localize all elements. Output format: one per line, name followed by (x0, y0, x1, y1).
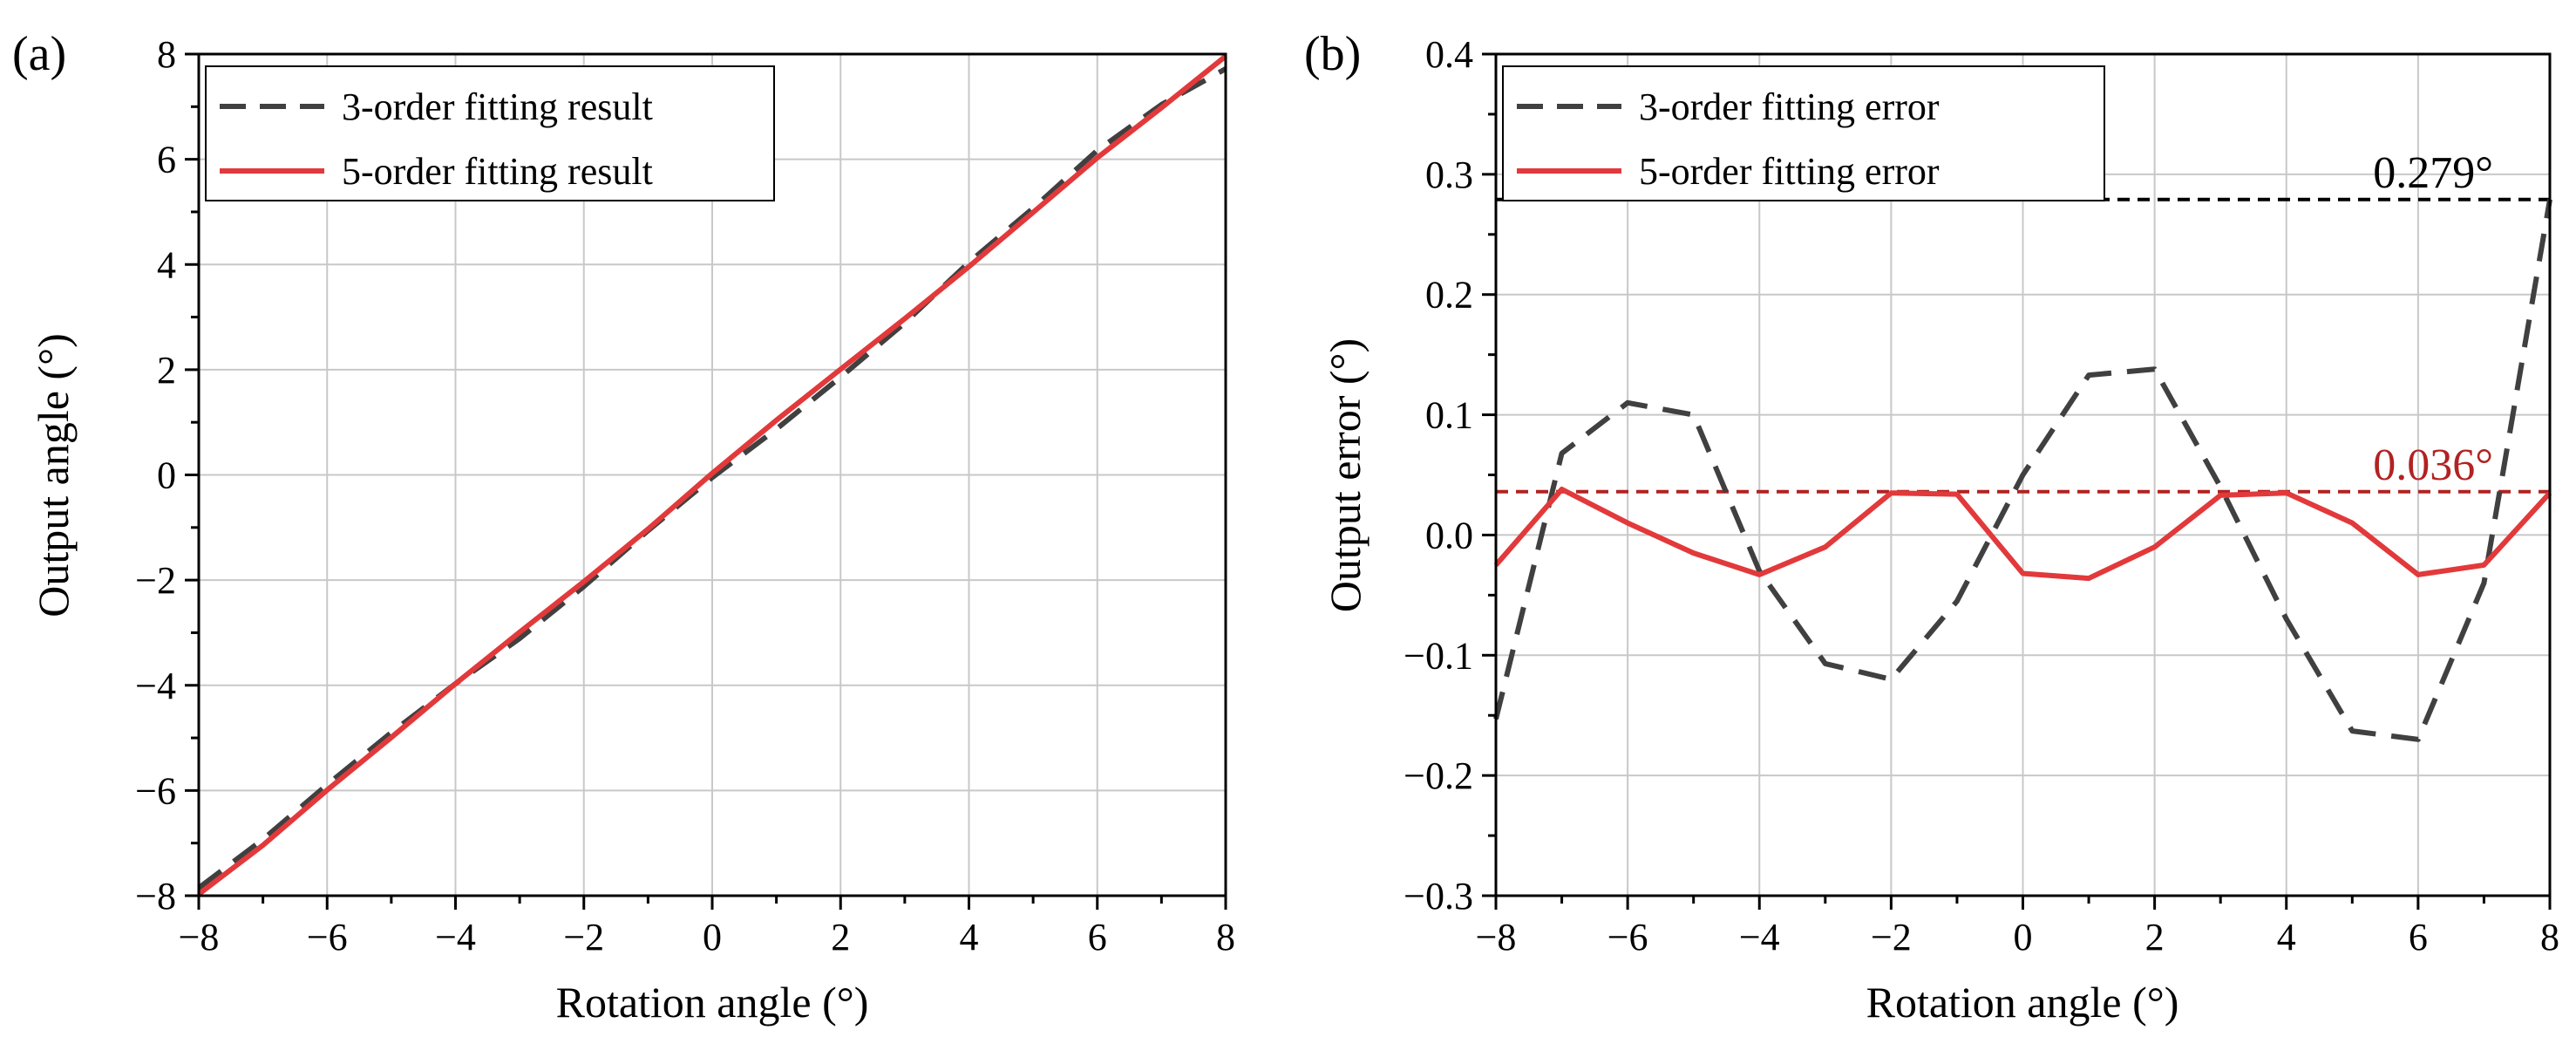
x-tick-label: 8 (2540, 916, 2559, 959)
x-tick-label: −6 (307, 916, 348, 959)
x-tick-label: 0 (2014, 916, 2033, 959)
x-tick-label: 2 (2145, 916, 2165, 959)
x-tick-label: −8 (1476, 916, 1517, 959)
y-tick-label: 0.0 (1425, 514, 1473, 556)
x-tick-label: −8 (179, 916, 220, 959)
panel-a-x-axis-title: Rotation angle (°) (556, 978, 869, 1027)
series-line-3-order (1493, 199, 2552, 742)
y-tick-label: 8 (157, 33, 176, 76)
y-tick-label: 4 (157, 243, 176, 286)
panel-a-ticks: −8 −6 −4 −2 0 2 4 6 8 −8 −6 −4 −2 0 2 4 6 8 (135, 33, 1235, 959)
panel-a-series (197, 54, 1227, 897)
y-tick-label: 0 (157, 454, 176, 497)
y-tick-label: −0.2 (1404, 754, 1473, 797)
x-tick-label: −4 (1739, 916, 1780, 959)
x-tick-label: 6 (1088, 916, 1107, 959)
y-tick-label: 6 (157, 139, 176, 181)
y-tick-label: 0.2 (1425, 274, 1473, 317)
x-tick-label: −2 (1871, 916, 1912, 959)
y-tick-label: 0.1 (1425, 394, 1473, 437)
y-tick-label: 2 (157, 349, 176, 392)
panel-b-label: (b) (1304, 27, 1361, 81)
x-tick-label: 8 (1216, 916, 1235, 959)
legend-a-label-5-order: 5-order fitting result (342, 150, 653, 193)
x-tick-label: −2 (563, 916, 604, 959)
panel-b-series (1493, 199, 2552, 742)
y-tick-label: −0.3 (1404, 875, 1473, 918)
x-tick-label: −6 (1607, 916, 1648, 959)
panel-a-y-axis-title: Output angle (°) (29, 333, 78, 617)
panel-a-legend-box (205, 65, 775, 201)
y-tick-label: −6 (135, 769, 176, 812)
legend-b-label-5-order: 5-order fitting error (1639, 150, 1940, 193)
x-tick-label: 4 (960, 916, 979, 959)
panel-b-x-axis-title: Rotation angle (°) (1866, 978, 2179, 1027)
series-line-5-order (1493, 487, 2552, 582)
panel-b-legend: 3-order fitting error 5-order fitting er… (1502, 65, 2105, 201)
reference-label-0036: 0.036° (2373, 440, 2493, 490)
legend-a-label-3-order: 3-order fitting result (342, 85, 653, 128)
legend-b-label-3-order: 3-order fitting error (1639, 85, 1940, 128)
y-tick-label: −4 (135, 665, 176, 707)
panel-b-y-axis-title: Output error (°) (1321, 338, 1370, 612)
y-tick-label: −2 (135, 559, 176, 602)
reference-label-0279: 0.279° (2373, 148, 2493, 198)
panel-a-label: (a) (12, 27, 66, 81)
panel-b-legend-box (1502, 65, 2105, 201)
series-line-5-order (197, 54, 1227, 897)
panel-a-legend: 3-order fitting result 5-order fitting r… (205, 65, 775, 201)
y-tick-label: 0.4 (1425, 33, 1473, 76)
x-tick-label: 0 (703, 916, 722, 959)
x-tick-label: 4 (2277, 916, 2296, 959)
y-tick-label: −0.1 (1404, 634, 1473, 677)
panel-b-ticks: −8 −6 −4 −2 0 2 4 6 8 −0.3 −0.2 −0.1 0.0 0.1 0.2 0.3 0.4 (1404, 33, 2559, 959)
series-line-3-order (197, 66, 1227, 890)
y-tick-label: 0.3 (1425, 154, 1473, 196)
x-tick-label: −4 (435, 916, 476, 959)
x-tick-label: 6 (2409, 916, 2428, 959)
x-tick-label: 2 (831, 916, 850, 959)
y-tick-label: −8 (135, 875, 176, 918)
panel-a: (a) −8 −6 −4 −2 0 2 4 6 8 −8 −6 −4 −2 0 2 4 6 8 Rotation … (12, 27, 1235, 1027)
panel-b: (b) −8 −6 −4 −2 0 2 4 6 8 −0.3 −0.2 −0.1 0.0 0.1 0.2 0.… (1304, 27, 2559, 1027)
